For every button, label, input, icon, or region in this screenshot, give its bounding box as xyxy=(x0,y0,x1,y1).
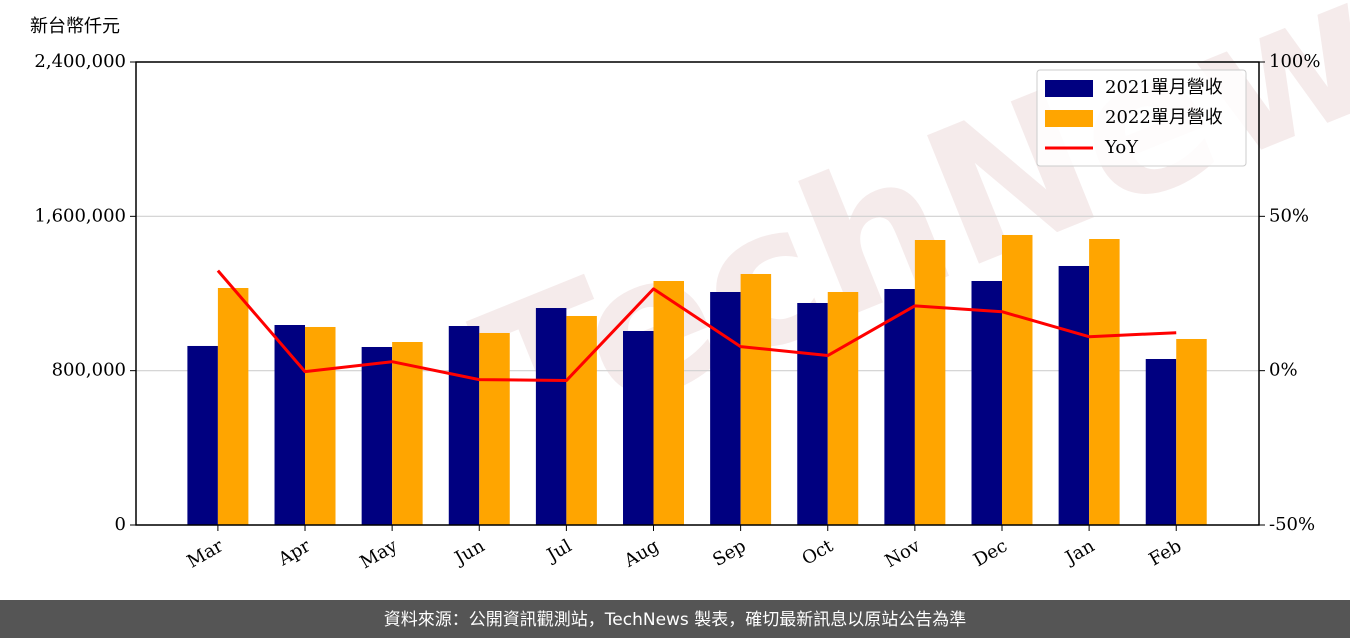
line xyxy=(216,269,1177,383)
y-tick-label: 1,600,000 xyxy=(34,205,126,226)
bar xyxy=(566,315,597,525)
x-tick-label: Feb xyxy=(1146,535,1186,570)
plot-frame xyxy=(135,61,1260,526)
y-axis-label: 新台幣仟元 xyxy=(30,16,120,37)
y-tick-label: 800,000 xyxy=(52,360,126,381)
bar xyxy=(914,240,946,525)
bar xyxy=(710,291,741,525)
y-tick-label: 0 xyxy=(115,514,126,535)
bar xyxy=(361,346,393,525)
legend-label: 2021單月營收 xyxy=(1105,77,1223,98)
bar xyxy=(535,308,567,525)
bar xyxy=(479,332,510,525)
y2-tick-label: -50% xyxy=(1269,514,1315,535)
bar xyxy=(653,280,684,525)
y2-tick-label: 0% xyxy=(1269,360,1298,381)
x-tick-label: Nov xyxy=(882,535,925,572)
bar xyxy=(1058,265,1090,525)
y2-tick-label: 100% xyxy=(1269,51,1320,72)
bar xyxy=(1176,338,1207,525)
bar xyxy=(448,326,480,525)
legend-label: 2022單月營收 xyxy=(1105,107,1223,128)
x-tick-label: Aug xyxy=(620,535,663,572)
x-tick-label: Sep xyxy=(709,535,749,570)
bar xyxy=(884,289,915,525)
bar xyxy=(305,326,336,525)
bar xyxy=(274,325,306,525)
bar xyxy=(827,291,859,525)
footer-band xyxy=(0,600,1350,638)
y-tick-label: 2,400,000 xyxy=(34,51,126,72)
bar xyxy=(797,302,828,525)
x-tick-label: Jan xyxy=(1060,535,1098,569)
bar xyxy=(971,280,1002,525)
bar xyxy=(740,273,772,525)
x-tick-label: May xyxy=(357,535,402,573)
bar xyxy=(1001,234,1033,525)
bar xyxy=(217,288,249,525)
y2-tick-label: 50% xyxy=(1269,205,1309,226)
bar xyxy=(392,341,423,525)
x-tick-label: Jun xyxy=(450,535,489,570)
bar xyxy=(1089,239,1120,525)
bar xyxy=(623,331,654,525)
legend-swatch xyxy=(1045,110,1093,127)
x-tick-label: Mar xyxy=(184,535,228,572)
legend-swatch xyxy=(1045,80,1093,97)
bar xyxy=(187,345,218,525)
bar xyxy=(1145,358,1177,525)
legend-label: YoY xyxy=(1104,137,1139,158)
x-tick-label: Oct xyxy=(798,535,837,570)
x-tick-label: Jul xyxy=(542,535,576,567)
x-tick-label: Apr xyxy=(274,535,314,570)
footer-text: 資料來源：公開資訊觀測站，TechNews 製表，確切最新訊息以原站公告為準 xyxy=(384,610,966,630)
x-tick-label: Dec xyxy=(970,535,1011,571)
